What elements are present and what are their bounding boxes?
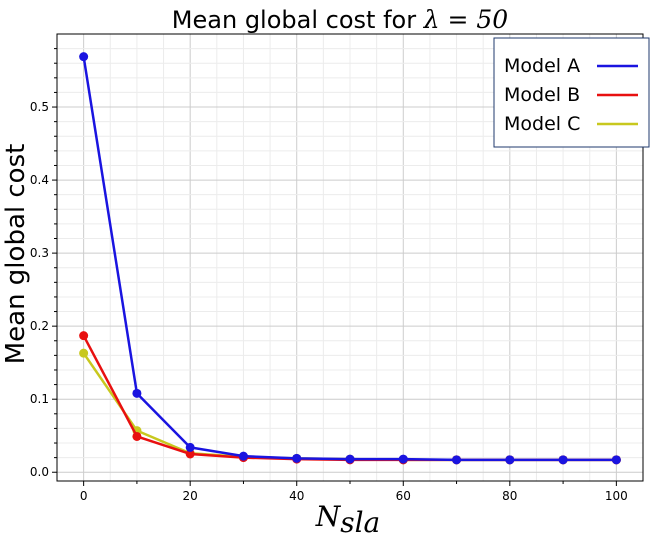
x-tick-label: 20 [183,489,198,503]
axis-ticks: 0 20 40 60 80 100 0.0 0.1 0.2 0.3 0.4 0.5 [30,48,628,503]
data-point [79,52,89,62]
y-tick-label: 0.5 [30,100,49,114]
x-axis-label-subscript: sla [340,506,380,536]
legend-items: Model A Model B Model C [504,55,638,135]
data-point [398,454,408,464]
legend-label: Model A [504,55,580,77]
data-point [79,331,89,341]
data-point [79,348,89,358]
x-axis-label-main: N [315,500,342,533]
legend-label: Model B [504,84,580,106]
data-point [558,455,568,465]
data-point [611,455,621,465]
legend-box [493,37,650,148]
chart-title-prefix: Mean global cost for [172,6,424,34]
y-axis-label: Mean global cost [1,144,31,365]
data-point [452,455,462,465]
y-tick-label: 0.1 [30,392,49,406]
legend: Model A Model B Model C [493,37,650,148]
data-point [132,388,142,398]
x-tick-label: 40 [289,489,304,503]
series-model-a [79,52,621,465]
chart-title-math: λ = 50 [423,5,509,34]
x-tick-label: 80 [502,489,517,503]
y-tick-label: 0.4 [30,173,49,187]
y-tick-label: 0.3 [30,246,49,260]
y-tick-label: 0.2 [30,319,49,333]
data-point [292,453,302,463]
data-point [345,454,355,464]
data-point [238,451,248,461]
x-axis-label: Nsla [315,500,381,536]
data-point [185,449,195,459]
x-tick-label: 100 [605,489,628,503]
data-point [185,442,195,452]
y-tick-label: 0.0 [30,465,49,479]
x-tick-label: 60 [396,489,411,503]
data-point [505,455,515,465]
chart-title: Mean global cost for λ = 50 [172,5,508,34]
data-point [132,431,142,441]
x-tick-label: 0 [80,489,88,503]
legend-label: Model C [504,113,580,135]
series-layer [79,52,621,465]
